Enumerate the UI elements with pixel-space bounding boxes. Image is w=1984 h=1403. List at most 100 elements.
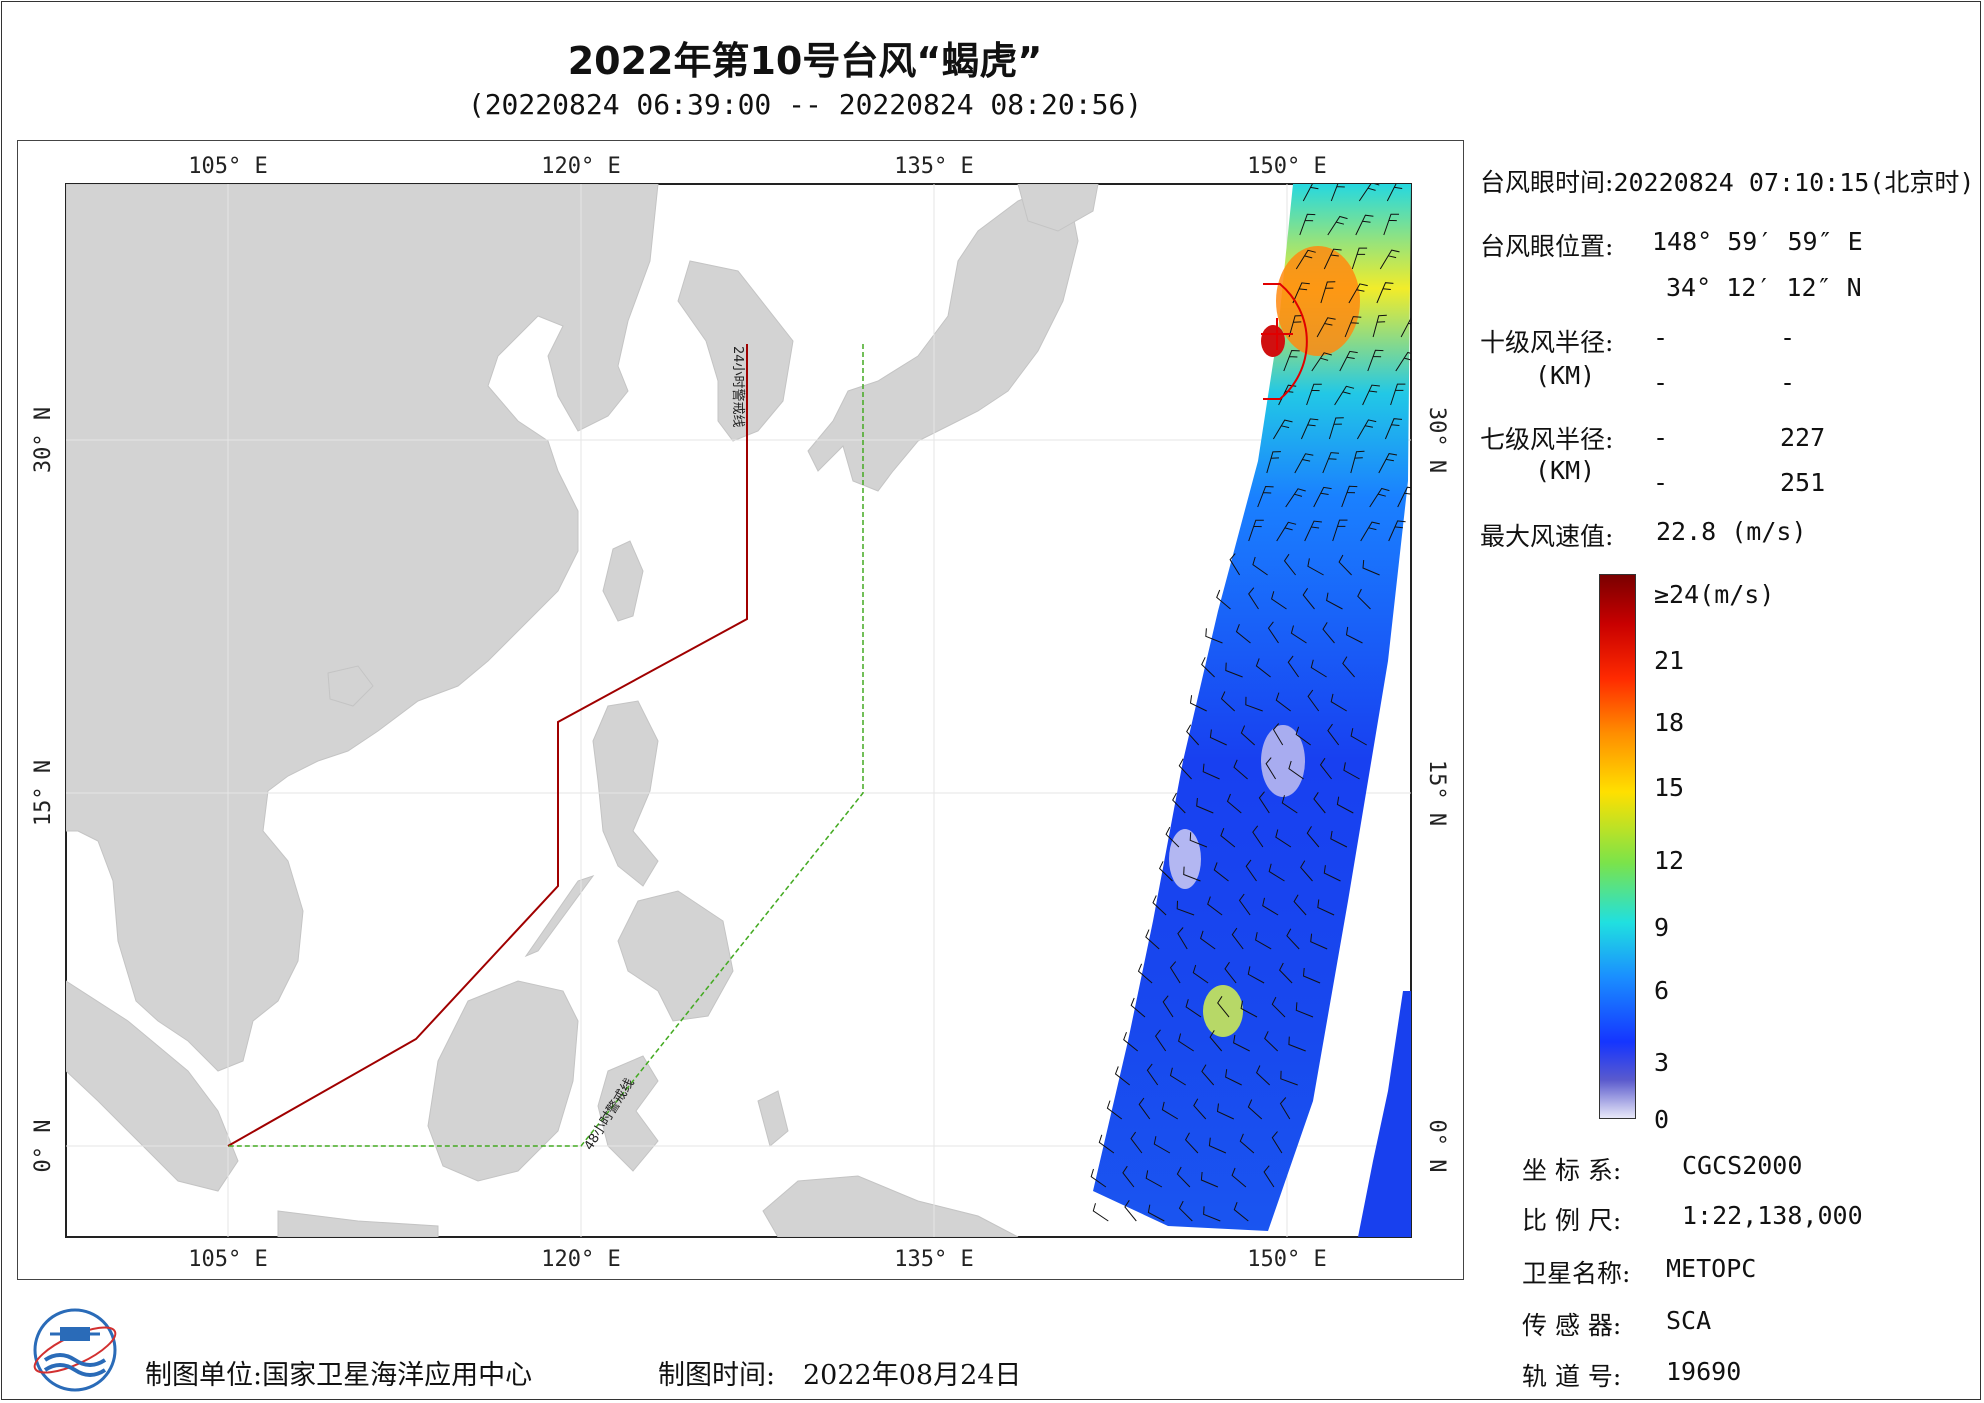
land-halmahera: [757, 1090, 789, 1147]
wind-barb: [1224, 961, 1237, 984]
wind-barb: [1231, 1167, 1247, 1188]
colorbar-tick-6: 6: [1654, 976, 1670, 1005]
wind-barb: [1189, 832, 1208, 848]
wind-barb: [1176, 900, 1195, 916]
wind-barb: [1248, 587, 1259, 610]
colorbar-tick-21: 21: [1654, 646, 1685, 675]
max-wind-value: 22.8 (m/s): [1656, 517, 1807, 546]
land-new-guinea: [762, 1175, 1019, 1237]
crs-label: 坐 标 系:: [1522, 1156, 1622, 1185]
land-philippines-south: [617, 890, 734, 1022]
wind-barb: [1306, 383, 1322, 406]
wind-barb: [1334, 385, 1355, 406]
lon-bottom-150: 150° E: [1247, 1247, 1326, 1272]
calm-patch-1: [1261, 725, 1305, 797]
wind-barb: [1247, 1099, 1263, 1120]
wind-barb: [1122, 1165, 1135, 1188]
wind-barb: [1266, 451, 1281, 474]
wind-barb: [1283, 349, 1300, 372]
wind-barb: [1137, 963, 1153, 984]
wind-barb: [1383, 213, 1400, 236]
satellite-label: 卫星名称:: [1522, 1259, 1631, 1288]
typhoon-eye-marker: [1261, 283, 1308, 400]
wind-barb: [1216, 1103, 1235, 1120]
wind-barbs: [1090, 184, 1411, 1222]
wind-barb: [1300, 860, 1313, 882]
wind-barb: [1281, 795, 1298, 814]
land-sumatra: [66, 980, 239, 1192]
wind-barb: [1162, 995, 1174, 1018]
wind-barb: [1386, 184, 1403, 202]
wind-barb: [1145, 929, 1160, 950]
wind-barb: [1280, 1070, 1298, 1086]
land-palawan: [524, 875, 595, 958]
wind-barb: [1264, 1031, 1279, 1052]
lat-right-30: 30° N: [1424, 407, 1449, 473]
sensor-value: SCA: [1666, 1306, 1712, 1335]
wind-barb: [1220, 691, 1236, 712]
wind-barb: [1229, 553, 1241, 576]
wind-barb: [1275, 829, 1292, 848]
wind-barb: [1295, 1002, 1314, 1018]
eye-time: 台风眼时间:20220824 07:10:15(北京时): [1480, 163, 1974, 199]
wind-barb: [1293, 894, 1307, 916]
land-hokkaido: [1017, 184, 1099, 232]
max-wind-label: 最大风速值:: [1480, 522, 1614, 551]
wind-barb: [1231, 927, 1244, 950]
wind-barb: [1185, 999, 1202, 1018]
wind-barb: [1362, 384, 1380, 406]
wind-barb: [1239, 1133, 1255, 1154]
wind-barb: [1287, 655, 1300, 678]
scale-value: 1:22,138,000: [1682, 1201, 1863, 1230]
satellite-value: METOPC: [1666, 1254, 1757, 1283]
lon-bottom-120: 120° E: [541, 1247, 620, 1272]
wind-barb: [1322, 622, 1335, 644]
orbit-label: 轨 道 号:: [1522, 1362, 1622, 1391]
wind-barb: [1397, 486, 1411, 508]
wind-barb: [1327, 723, 1340, 746]
wind-barb: [1255, 932, 1272, 950]
wind-barb: [1213, 862, 1229, 882]
wind-barb: [1205, 628, 1223, 644]
map-panel[interactable]: 24小时警戒线 48小时警戒线 105° E 120° E 135° E: [17, 140, 1464, 1280]
wind-barb: [1342, 656, 1355, 678]
wind-barb: [1200, 1171, 1219, 1188]
land-borneo: [427, 980, 579, 1182]
wind-barb: [1161, 1101, 1179, 1120]
wind-barb: [1098, 1134, 1115, 1154]
wind-barb: [1395, 351, 1411, 372]
land-hainan: [327, 665, 374, 707]
wind-barb: [1152, 895, 1167, 916]
wind-barb: [1090, 1168, 1107, 1188]
wind-barb: [1245, 859, 1257, 882]
lat-left-0: 0° N: [31, 1120, 56, 1173]
wind-barb: [1209, 1030, 1223, 1052]
wind-barb: [1311, 352, 1332, 372]
wind-barb: [1238, 893, 1251, 916]
wind-barb: [1286, 928, 1300, 950]
wind-barb: [1357, 588, 1371, 610]
wind-barb: [1208, 1137, 1227, 1154]
wind-barb: [1288, 315, 1304, 338]
r10-unit: (KM): [1535, 361, 1596, 390]
eye-latitude: 34° 12′ 12″ N: [1666, 273, 1862, 302]
wind-barb: [1350, 728, 1367, 746]
wind-barb: [1252, 556, 1268, 576]
lat-right-0: 0° N: [1424, 1120, 1449, 1173]
wind-barb: [1372, 314, 1387, 338]
warning-line-48h: [228, 344, 864, 1147]
r7-value-1: -: [1653, 423, 1669, 452]
wind-barb: [1338, 554, 1352, 576]
lat-left-30: 30° N: [31, 407, 56, 473]
wind-barb: [1330, 693, 1347, 712]
warning-line-24h: [227, 344, 748, 1147]
typhoon-map[interactable]: 24小时警戒线 48小时警戒线 105° E 120° E 135° E: [18, 141, 1463, 1279]
scale-label: 比 例 尺:: [1522, 1206, 1622, 1235]
wind-barb: [1300, 418, 1319, 440]
wind-barb: [1235, 624, 1251, 644]
wind-barb: [1384, 418, 1403, 440]
wind-barb: [1255, 1065, 1271, 1086]
lat-right-15: 15° N: [1424, 760, 1449, 826]
land-korea: [677, 260, 794, 442]
wind-barb: [1123, 1032, 1139, 1052]
